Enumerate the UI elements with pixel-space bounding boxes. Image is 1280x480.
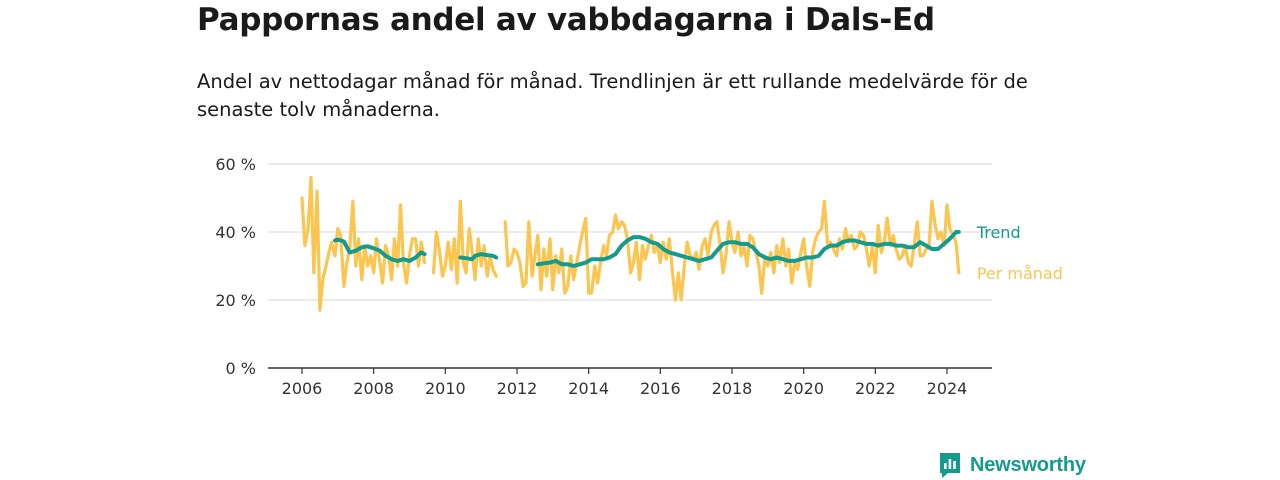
x-tick-label: 2012 <box>497 379 538 398</box>
x-tick-label: 2018 <box>712 379 753 398</box>
y-tick-label: 20 % <box>215 291 256 310</box>
x-tick-label: 2024 <box>927 379 968 398</box>
chart-subtitle: Andel av nettodagar månad för månad. Tre… <box>197 70 1028 121</box>
newsworthy-logo: Newsworthy <box>938 450 1086 480</box>
series-line-per-manad-label: Per månad <box>977 264 1063 283</box>
y-tick-label: 0 % <box>226 359 256 378</box>
series-line-trend-label: Trend <box>976 223 1021 242</box>
series-lines <box>300 176 961 312</box>
newsworthy-logo-icon <box>940 453 960 478</box>
x-axis: 2006 2008 2010 2012 2014 2016 2018 2020 2022 2024 <box>268 367 992 398</box>
x-tick-label: 2016 <box>640 379 681 398</box>
newsworthy-logo-text: Newsworthy <box>970 453 1086 476</box>
y-axis: 0 % 20 % 40 % 60 % <box>215 155 256 378</box>
y-tick-label: 60 % <box>215 155 256 174</box>
x-tick-label: 2014 <box>568 379 609 398</box>
x-tick-label: 2010 <box>425 379 466 398</box>
line-chart: 0 % 20 % 40 % 60 % 2006 2008 2010 2012 2014 2016… <box>215 155 1063 398</box>
x-tick-label: 2006 <box>282 379 323 398</box>
series-labels: Per månad Trend <box>976 223 1063 283</box>
gridlines <box>268 163 992 301</box>
series-line-trend <box>333 230 961 268</box>
chart-title: Pappornas andel av vabbdagarna i Dals-Ed <box>197 2 935 38</box>
x-tick-label: 2008 <box>353 379 394 398</box>
x-tick-label: 2022 <box>855 379 896 398</box>
y-tick-label: 40 % <box>215 223 256 242</box>
x-tick-label: 2020 <box>783 379 824 398</box>
